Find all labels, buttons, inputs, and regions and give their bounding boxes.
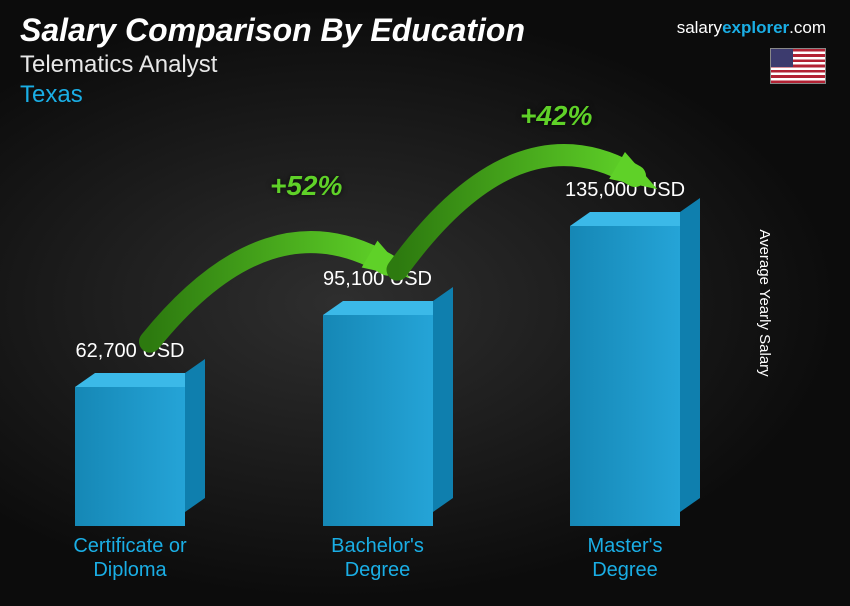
bar-category-label: Master'sDegree <box>525 534 725 582</box>
bar-category-label: Certificate orDiploma <box>30 534 230 582</box>
chart-area: 62,700 USD Certificate orDiploma 95,100 … <box>40 140 790 586</box>
brand-prefix: salary <box>677 18 722 37</box>
bar-side-face <box>433 287 453 512</box>
bar-group: 135,000 USD Master'sDegree <box>555 226 695 526</box>
bar-value-label: 135,000 USD <box>525 179 725 202</box>
subtitle-region: Texas <box>20 81 830 109</box>
bar-value-label: 62,700 USD <box>30 340 230 363</box>
brand-logo: salaryexplorer.com <box>677 18 826 38</box>
brand-mid: explorer <box>722 18 789 37</box>
bar-side-face <box>680 198 700 512</box>
brand-suffix: .com <box>789 18 826 37</box>
bar-front-face <box>570 226 680 526</box>
bar: 62,700 USD <box>75 387 185 526</box>
bar-value-label: 95,100 USD <box>278 268 478 291</box>
increase-pct-label: +52% <box>270 170 342 202</box>
subtitle-role: Telematics Analyst <box>20 51 830 79</box>
bar: 95,100 USD <box>323 315 433 526</box>
bar-front-face <box>323 315 433 526</box>
flag-icon <box>770 48 826 84</box>
bar-category-label: Bachelor'sDegree <box>278 534 478 582</box>
bar-group: 62,700 USD Certificate orDiploma <box>60 387 200 526</box>
increase-pct-label: +42% <box>520 100 592 132</box>
bar-group: 95,100 USD Bachelor'sDegree <box>308 315 448 526</box>
bar-side-face <box>185 359 205 512</box>
bar: 135,000 USD <box>570 226 680 526</box>
bar-front-face <box>75 387 185 526</box>
